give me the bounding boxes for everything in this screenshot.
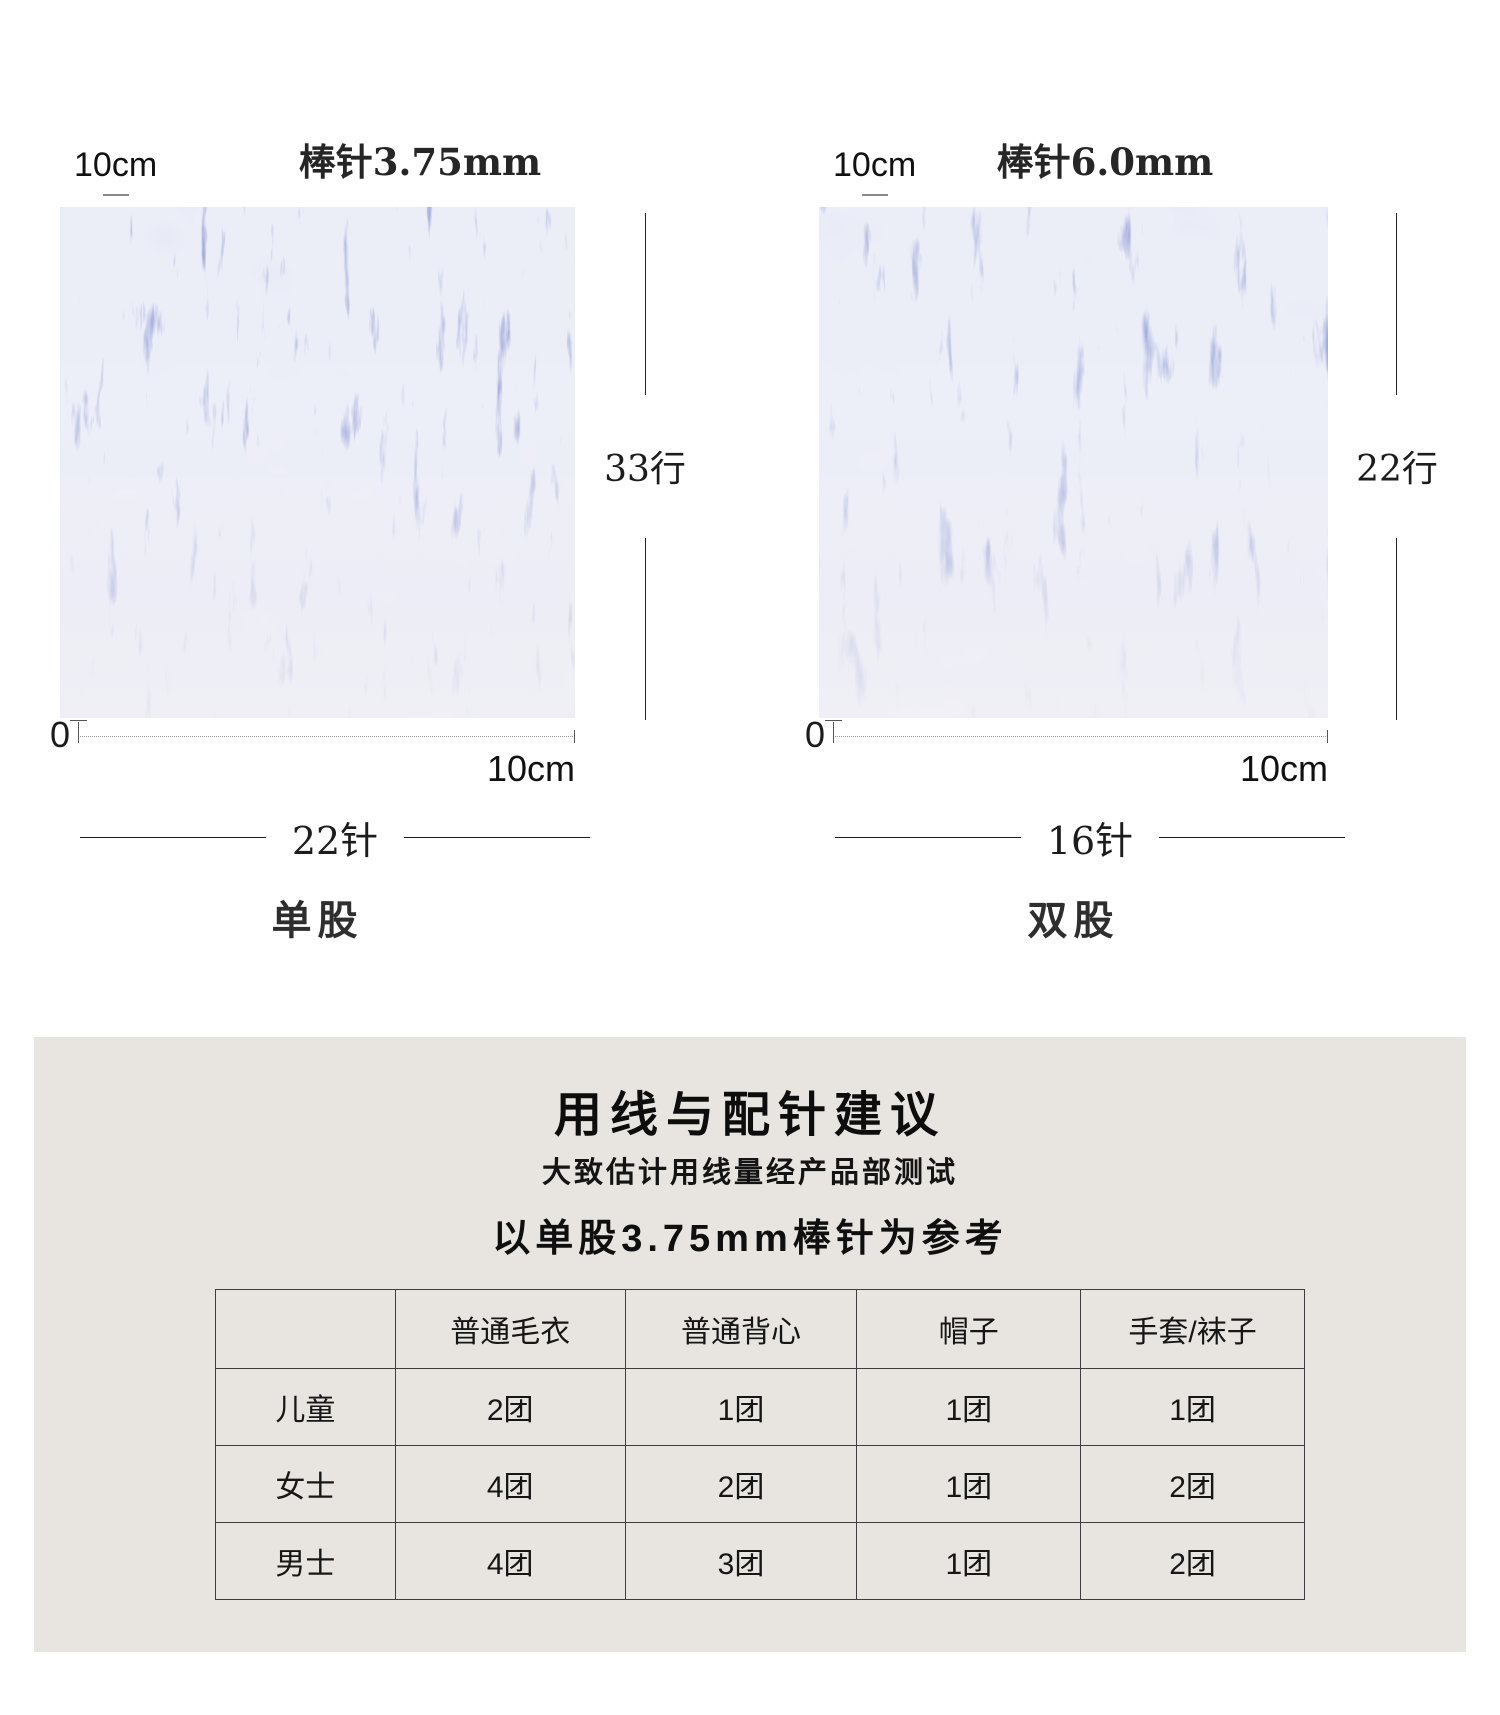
table-header-cell: 帽子: [856, 1289, 1082, 1369]
strand-label-double: 双股: [1027, 897, 1120, 944]
stitch-dash-right: [404, 837, 591, 838]
table-header-cell: 普通毛衣: [394, 1289, 626, 1369]
origin-tick: [833, 722, 834, 736]
width-label-left: 10cm: [486, 748, 575, 789]
table-row: 儿童 2团 1团 1团 1团: [215, 1368, 1305, 1446]
panel-subtitle: 大致估计用线量经产品部测试: [541, 1157, 958, 1189]
table-cell: 2团: [394, 1368, 626, 1446]
table-cell: 2团: [1080, 1445, 1305, 1523]
stitch-dash-right: [1159, 837, 1346, 838]
origin-tick: [78, 722, 79, 736]
advice-panel: 用线与配针建议 大致估计用线量经产品部测试 以单股3.75mm棒针为参考 普通毛…: [34, 1037, 1466, 1652]
scale-label-top-right: 10cm: [833, 146, 917, 184]
table-cell: 1团: [856, 1522, 1082, 1600]
origin-label: 0: [804, 714, 825, 755]
stitch-count-row-right: 16针: [835, 810, 1346, 865]
measure-line-top: [1396, 213, 1397, 395]
table-header-row: 普通毛衣 普通背心 帽子 手套/袜子: [215, 1289, 1305, 1369]
table-cell: 4团: [394, 1445, 626, 1523]
strand-label-single: 单股: [271, 897, 364, 944]
ruler-end-tick: [574, 730, 575, 743]
needle-size-title-right: 棒针6.0mm: [996, 140, 1214, 184]
table-header-cell: 手套/袜子: [1080, 1289, 1305, 1369]
table-cell: 1团: [856, 1445, 1082, 1523]
rows-count-label-left: 33行: [604, 449, 686, 490]
ruler-line: [833, 736, 1328, 737]
usage-table: 普通毛衣 普通背心 帽子 手套/袜子 儿童 2团 1团 1团 1团 女士 4团 …: [215, 1289, 1305, 1600]
ruler-end-tick: [1327, 730, 1328, 743]
table-cell: 2团: [624, 1445, 858, 1523]
fabric-fade-overlay: [819, 207, 1328, 718]
table-row: 女士 4团 2团 1团 2团: [215, 1445, 1305, 1523]
measure-line-bottom: [1396, 538, 1397, 720]
table-corner-cell: [215, 1289, 396, 1369]
measure-line-bottom: [645, 538, 646, 720]
table-row: 男士 4团 3团 1团 2团: [215, 1522, 1305, 1600]
measure-line-top: [645, 213, 646, 395]
panel-title: 用线与配针建议: [553, 1089, 946, 1142]
table-cell: 3团: [624, 1522, 858, 1600]
table-row-label: 女士: [215, 1445, 396, 1523]
origin-tick-horizontal: [825, 720, 842, 721]
rows-count-label-right: 22行: [1356, 449, 1438, 490]
table-cell: 2团: [1080, 1522, 1305, 1600]
stitch-dash-left: [835, 837, 1021, 838]
table-row-label: 男士: [215, 1522, 396, 1600]
ruler-start-tick: [78, 730, 79, 743]
stitch-dash-left: [80, 837, 266, 838]
table-row-label: 儿童: [215, 1368, 396, 1446]
table-cell: 1团: [1080, 1368, 1305, 1446]
table-cell: 1团: [856, 1368, 1082, 1446]
table-cell: 1团: [624, 1368, 858, 1446]
scale-underline: [862, 194, 888, 196]
reference-note: 以单股3.75mm棒针为参考: [492, 1218, 1008, 1260]
origin-tick-horizontal: [70, 720, 87, 721]
width-label-right: 10cm: [1239, 748, 1328, 789]
needle-size-title-left: 棒针3.75mm: [298, 140, 542, 184]
origin-label: 0: [49, 714, 70, 755]
fabric-swatch-double-strand: [819, 207, 1328, 718]
ruler-line: [78, 736, 575, 737]
ruler-start-tick: [833, 730, 834, 743]
stitch-count-label-right: 16针: [1046, 819, 1134, 863]
table-header-cell: 普通背心: [624, 1289, 858, 1369]
stitch-count-label-left: 22针: [291, 819, 379, 863]
scale-label-top-left: 10cm: [74, 146, 158, 184]
table-cell: 4团: [394, 1522, 626, 1600]
fabric-swatch-single-strand: [60, 207, 575, 718]
scale-underline: [103, 194, 129, 196]
stitch-count-row-left: 22针: [80, 810, 591, 865]
fabric-fade-overlay: [60, 207, 575, 718]
